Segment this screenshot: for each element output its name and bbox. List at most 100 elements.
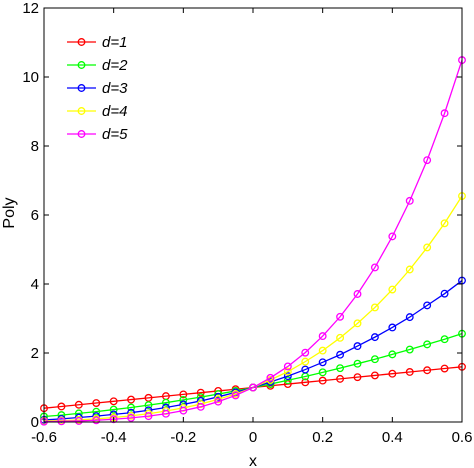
data-point bbox=[405, 265, 414, 274]
data-point bbox=[440, 335, 449, 344]
data-point bbox=[336, 364, 345, 373]
data-point bbox=[57, 417, 66, 426]
data-point bbox=[388, 323, 397, 332]
data-point bbox=[336, 350, 345, 359]
data-point bbox=[301, 348, 310, 357]
data-point bbox=[74, 400, 83, 409]
data-point bbox=[423, 156, 432, 165]
data-point bbox=[318, 358, 327, 367]
data-point bbox=[370, 303, 379, 312]
y-tick-label: 0 bbox=[31, 414, 39, 431]
data-point bbox=[370, 355, 379, 364]
data-point bbox=[353, 359, 362, 368]
data-point bbox=[231, 391, 240, 400]
data-point bbox=[388, 232, 397, 241]
x-tick-label: -0.2 bbox=[170, 429, 196, 446]
y-tick-label: 2 bbox=[31, 345, 39, 362]
data-point bbox=[370, 371, 379, 380]
y-tick-label: 4 bbox=[31, 276, 39, 293]
data-point bbox=[440, 109, 449, 118]
y-axis-label: Poly bbox=[1, 197, 18, 228]
data-point bbox=[405, 196, 414, 205]
data-point bbox=[388, 369, 397, 378]
data-point bbox=[266, 373, 275, 382]
data-point bbox=[127, 403, 136, 412]
legend-marker bbox=[77, 61, 86, 69]
legend: d=1 d=2 d=3 d=4 d=5 bbox=[67, 34, 128, 143]
data-point bbox=[161, 398, 170, 407]
data-point bbox=[388, 285, 397, 294]
data-point bbox=[92, 416, 101, 425]
data-point bbox=[249, 383, 257, 392]
data-point bbox=[109, 415, 118, 424]
data-point bbox=[144, 401, 153, 410]
legend-label: d=2 bbox=[102, 57, 128, 74]
data-point bbox=[405, 313, 414, 322]
data-point bbox=[388, 350, 397, 359]
legend-marker bbox=[77, 107, 86, 115]
data-point bbox=[196, 402, 205, 411]
data-point bbox=[144, 409, 153, 418]
data-point bbox=[353, 373, 362, 382]
data-point bbox=[161, 409, 170, 418]
x-tick-label: 0.6 bbox=[452, 429, 473, 446]
data-point bbox=[283, 376, 292, 385]
data-point bbox=[301, 365, 310, 374]
y-tick-label: 8 bbox=[31, 138, 39, 155]
data-point bbox=[423, 366, 432, 375]
data-point bbox=[214, 395, 223, 404]
data-point bbox=[109, 405, 118, 414]
data-point bbox=[301, 378, 310, 387]
data-point bbox=[92, 399, 101, 407]
legend-label: d=1 bbox=[102, 34, 127, 51]
data-point bbox=[353, 319, 362, 328]
data-point bbox=[74, 417, 83, 425]
data-point bbox=[336, 312, 345, 321]
data-point bbox=[353, 342, 362, 351]
data-point bbox=[318, 332, 327, 341]
x-tick-label: -0.6 bbox=[31, 429, 57, 446]
data-point bbox=[301, 357, 310, 366]
data-point bbox=[336, 333, 345, 342]
data-point bbox=[423, 340, 432, 349]
data-point bbox=[127, 413, 136, 422]
data-point bbox=[283, 362, 292, 371]
data-point bbox=[179, 390, 188, 399]
data-point bbox=[370, 333, 379, 342]
legend-label: d=3 bbox=[102, 80, 128, 97]
legend-label: d=5 bbox=[102, 126, 128, 143]
data-point bbox=[214, 397, 223, 406]
data-point bbox=[405, 345, 414, 354]
data-point bbox=[440, 364, 449, 373]
x-tick-label: 0.2 bbox=[312, 429, 333, 446]
data-point bbox=[283, 367, 292, 376]
x-tick-label: 0.4 bbox=[382, 429, 403, 446]
data-point bbox=[353, 290, 362, 298]
data-point bbox=[109, 397, 118, 406]
legend-marker bbox=[77, 84, 86, 92]
x-tick-label: -0.4 bbox=[101, 429, 127, 446]
data-point bbox=[440, 289, 449, 298]
data-point bbox=[127, 395, 136, 404]
x-axis-label: x bbox=[249, 453, 257, 468]
y-tick-label: 6 bbox=[31, 207, 39, 224]
data-point bbox=[423, 301, 432, 310]
data-point bbox=[440, 219, 449, 228]
data-point bbox=[144, 412, 153, 421]
x-tick-label: 0 bbox=[249, 429, 257, 446]
data-point bbox=[318, 376, 327, 385]
legend-marker bbox=[77, 130, 86, 138]
axes: -0.6 -0.4 -0.2 0 0.2 0.4 0.6 0 2 4 6 8 10 12 bbox=[22, 0, 472, 446]
legend-label: d=4 bbox=[102, 103, 127, 120]
data-point bbox=[214, 392, 223, 401]
data-point bbox=[196, 388, 205, 397]
data-point bbox=[179, 406, 188, 415]
data-point bbox=[370, 263, 379, 272]
data-point bbox=[179, 395, 188, 404]
data-point bbox=[318, 368, 327, 377]
legend-marker bbox=[77, 38, 86, 46]
data-point bbox=[405, 368, 414, 376]
data-point bbox=[283, 372, 292, 381]
y-tick-label: 10 bbox=[22, 69, 39, 86]
